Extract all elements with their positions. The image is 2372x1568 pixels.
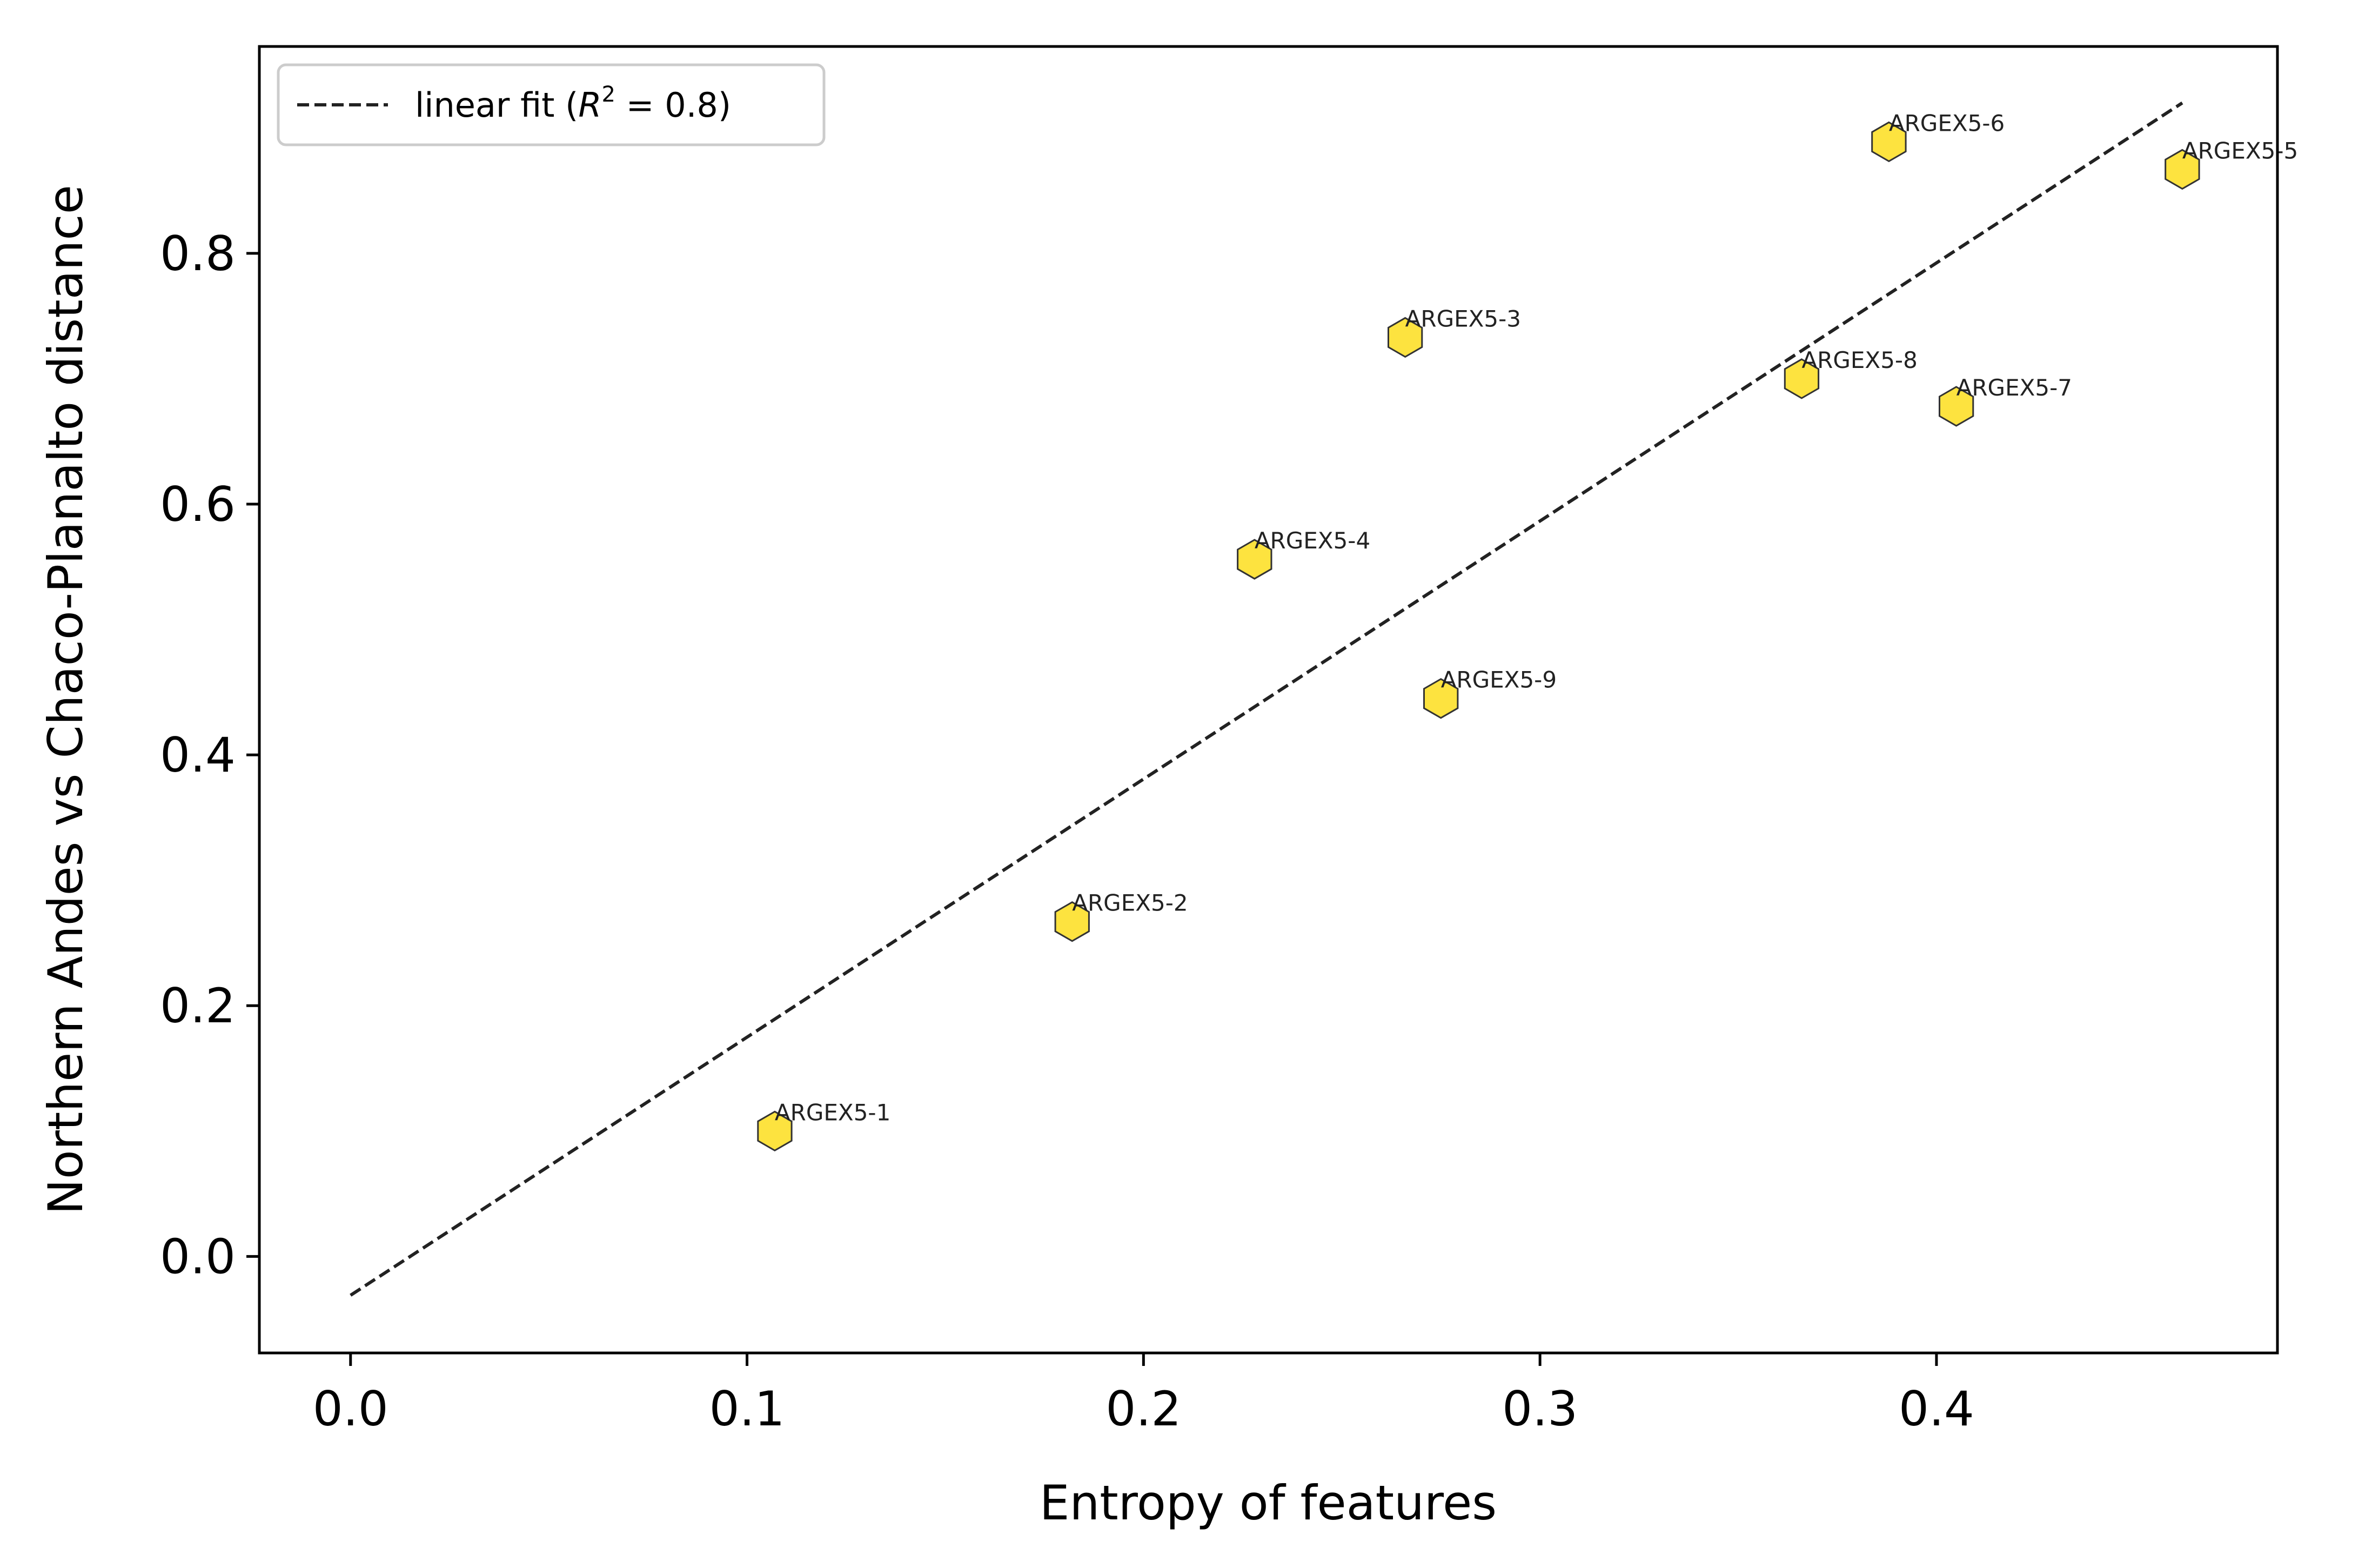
x-tick-label: 0.1 <box>709 1381 785 1437</box>
point-label: ARGEX5-5 <box>2182 137 2298 164</box>
point-label: ARGEX5-6 <box>1889 110 2005 136</box>
y-tick-label: 0.8 <box>160 226 236 282</box>
legend-label-var: R <box>578 85 601 125</box>
data-point <box>1784 358 1820 399</box>
legend-label-exp: 2 <box>601 82 615 107</box>
data-point <box>1237 539 1272 580</box>
legend-box <box>277 63 826 146</box>
y-tick-label: 0.2 <box>160 978 236 1034</box>
point-label: ARGEX5-7 <box>1956 374 2072 401</box>
data-point <box>1423 678 1459 719</box>
y-axis-title: Northern Andes vs Chaco-Planalto distanc… <box>38 185 93 1215</box>
point-label: ARGEX5-3 <box>1405 305 1521 332</box>
data-points: ARGEX5-1 ARGEX5-2 ARGEX5-3 ARGEX5-4 ARGEX5-5… <box>757 110 2298 1152</box>
axis-ticks: 0.0 0.1 0.2 0.3 0.4 0.0 0.2 0.4 0.6 0.8 <box>160 226 1974 1437</box>
x-axis-title: Entropy of features <box>1040 1475 1497 1531</box>
legend-label-suffix: = 0.8) <box>615 85 731 125</box>
y-tick-label: 0.4 <box>160 727 236 783</box>
fit-line <box>350 101 2183 1297</box>
point-label: ARGEX5-4 <box>1255 527 1370 554</box>
legend: linear fit (R2 = 0.8) <box>277 63 826 146</box>
data-point <box>757 1110 793 1152</box>
data-point <box>1871 121 1907 163</box>
plot-frame <box>258 45 2279 1355</box>
data-point <box>2165 149 2200 190</box>
data-point <box>1388 317 1423 358</box>
legend-label: linear fit (R2 = 0.8) <box>415 82 731 125</box>
x-tick-label: 0.3 <box>1502 1381 1578 1437</box>
point-label: ARGEX5-8 <box>1801 347 1917 373</box>
point-label: ARGEX5-1 <box>775 1099 890 1125</box>
point-label: ARGEX5-2 <box>1072 890 1188 916</box>
x-tick-label: 0.2 <box>1105 1381 1181 1437</box>
point-label: ARGEX5-9 <box>1441 667 1557 693</box>
legend-label-prefix: linear fit ( <box>415 85 578 125</box>
x-tick-label: 0.0 <box>313 1381 388 1437</box>
y-tick-label: 0.6 <box>160 477 236 532</box>
x-tick-label: 0.4 <box>1899 1381 1974 1437</box>
y-tick-label: 0.0 <box>160 1229 236 1284</box>
data-point <box>1054 901 1090 942</box>
data-point <box>1939 386 1974 427</box>
